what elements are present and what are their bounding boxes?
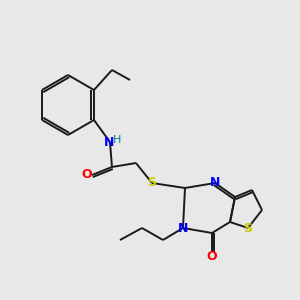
Text: O: O (82, 169, 92, 182)
Text: S: S (148, 176, 157, 190)
Text: N: N (178, 221, 188, 235)
Text: S: S (244, 221, 253, 235)
Text: O: O (207, 250, 217, 263)
Text: N: N (210, 176, 220, 190)
Text: N: N (104, 136, 114, 148)
Text: H: H (113, 135, 121, 145)
